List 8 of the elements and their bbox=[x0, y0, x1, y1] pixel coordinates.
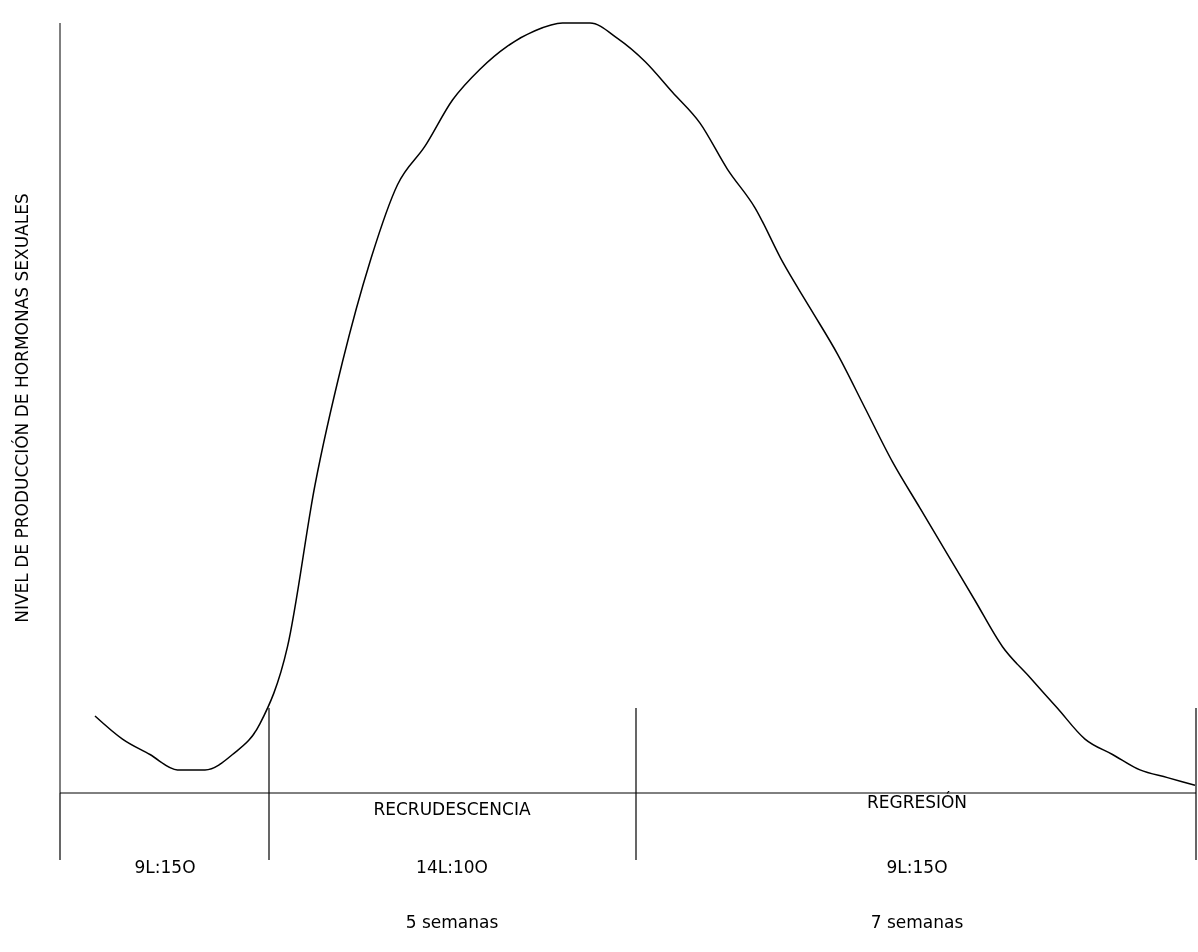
y-axis-title: NIVEL DE PRODUCCIÓN DE HORMONAS SEXUALES bbox=[11, 193, 33, 623]
text: RECRUDESCENCIA bbox=[372, 799, 532, 819]
text: 5 semanas bbox=[404, 912, 500, 932]
text: 9L:15O bbox=[885, 857, 949, 877]
text: 14L:10O bbox=[415, 857, 489, 877]
annotation: REGRESIÓN bbox=[865, 792, 969, 812]
text: 9L:15O bbox=[133, 857, 197, 877]
text: 7 semanas bbox=[869, 912, 965, 932]
